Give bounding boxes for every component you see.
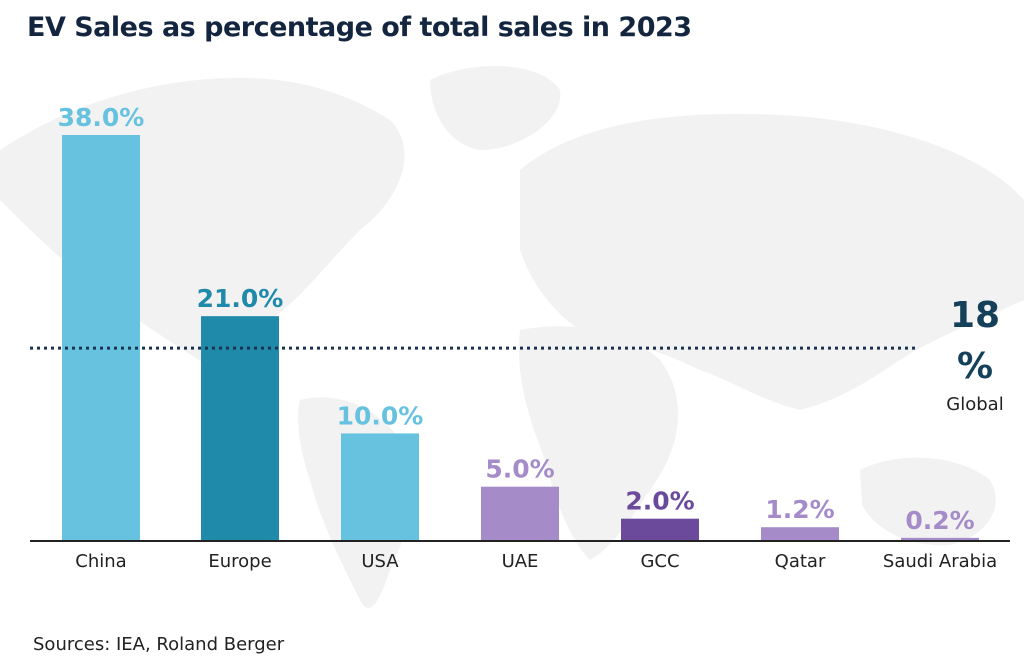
global-average-label: Global (946, 394, 1004, 415)
australia-shape (860, 457, 996, 546)
bar-europe (201, 316, 279, 540)
sources-note: Sources: IEA, Roland Berger (33, 634, 284, 655)
global-average-value: 18 (949, 295, 1001, 336)
sources-text: : IEA, Roland Berger (104, 634, 285, 655)
category-label: China (75, 551, 126, 572)
bars-layer (62, 135, 979, 540)
value-label: 1.2% (765, 495, 834, 524)
category-label: UAE (502, 551, 539, 572)
greenland-shape (430, 66, 561, 150)
bar-qatar (761, 527, 839, 540)
category-label: Europe (208, 551, 271, 572)
global-average-unit: % (956, 346, 994, 387)
value-label: 0.2% (905, 506, 974, 535)
sources-prefix: Sources (33, 634, 105, 655)
value-label: 2.0% (625, 487, 694, 516)
bar-saudi-arabia (901, 537, 979, 540)
bar-uae (481, 486, 559, 540)
category-label: Saudi Arabia (883, 551, 997, 572)
category-label: USA (361, 551, 399, 572)
category-label: GCC (640, 551, 679, 572)
value-label: 10.0% (337, 401, 424, 430)
bar-china (62, 135, 140, 540)
chart-title: EV Sales as percentage of total sales in… (27, 12, 692, 43)
category-label: Qatar (775, 551, 826, 572)
bar-usa (341, 433, 419, 540)
value-label: 5.0% (485, 455, 554, 484)
labels-layer: 38.0% China 21.0% Europe 10.0% USA 5.0% UAE 2.0%… (58, 103, 997, 572)
value-label: 38.0% (58, 103, 145, 132)
eurasia-shape (520, 113, 1024, 411)
bar-gcc (621, 518, 699, 540)
value-label: 21.0% (197, 284, 284, 313)
